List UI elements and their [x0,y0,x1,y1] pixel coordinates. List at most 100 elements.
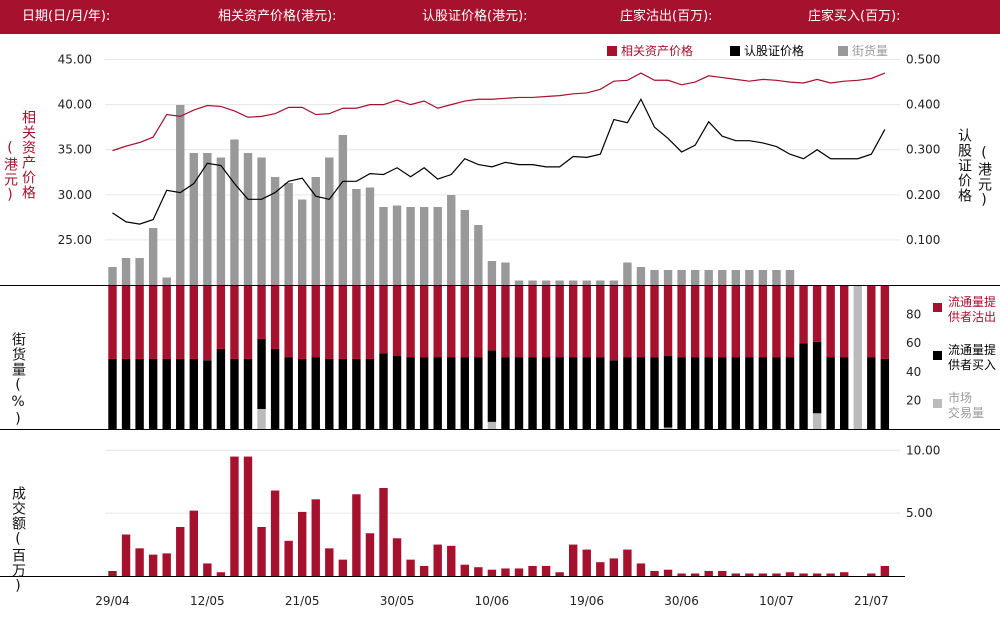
liquidity-buy-bar [555,357,564,429]
outstanding-bar [243,153,253,285]
header-underlying-label: 相关资产价格(港元): [218,9,337,24]
legend-swatch-warrant [730,46,740,56]
volume-bar [880,565,890,576]
volume-bar [419,565,429,576]
liquidity-sell-bar [298,286,307,359]
liquidity-buy-bar [338,358,348,429]
liquidity-sell-bar [243,286,253,359]
outstanding-bar [596,280,605,285]
stacked-bars [108,286,890,429]
volume-bar [582,549,591,576]
left-tick-label: 25.00 [58,233,92,247]
liquidity-buy-bar [108,358,117,429]
liquidity-sell-bar [609,286,619,361]
outstanding-bar [514,280,524,285]
liquidity-sell-bar [677,286,686,358]
left-axis-unit: (港元) [2,140,18,204]
outstanding-axis-label: 街货量(%) [10,332,26,428]
volume-bars [108,456,890,576]
outstanding-bar [718,270,727,285]
volume-bar [460,564,469,576]
liquidity-sell-bar [840,286,849,358]
volume-bar [230,456,239,576]
liquidity-sell-bar [650,286,659,358]
right-axis-unit: (港元) [976,145,992,209]
volume-bar [203,563,212,576]
liquidity-buy-bar [541,357,551,429]
outstanding-bar [690,270,700,285]
liquidity-sell-bar [582,286,591,358]
liquidity-buy-bar [189,358,198,429]
volume-bar [447,545,456,576]
liquidity-sell-bar [379,286,388,354]
liquidity-buy-bar [840,357,849,429]
outstanding-bar [392,205,402,285]
legend-market-line1: 市场 [948,390,972,405]
volume-bar [704,570,713,576]
liquidity-buy-bar [379,353,388,429]
liquidity-buy-bar [826,357,835,429]
outstanding-bar [284,183,293,285]
liquidity-sell-bar [690,286,700,358]
volume-bar [731,573,740,576]
liquidity-buy-bar [284,357,293,429]
legend-swatch-buy [933,351,942,360]
liquidity-sell-bar [731,286,740,358]
outstanding-bar [460,210,469,285]
liquidity-sell-bar [447,286,456,358]
volume-bar [555,572,564,576]
liquidity-buy-bar [257,338,266,409]
liquidity-buy-bar [298,358,307,429]
liquidity-sell-bar [704,286,713,358]
volume-bar [799,573,808,576]
liquidity-sell-bar [325,286,334,359]
liquidity-sell-bar [338,286,348,359]
liquidity-buy-bar [325,358,334,429]
liquidity-buy-bar [243,358,253,429]
volume-bar [365,533,375,576]
outstanding-bar [216,157,226,285]
outstanding-bar [623,262,632,285]
volume-bar [677,573,686,576]
header-date-label: 日期(日/月/年): [22,9,111,24]
volume-bar [501,568,510,576]
volume-bar [392,538,402,576]
outstanding-bar [176,105,185,285]
outstanding-bar [338,135,348,285]
liquidity-sell-bar [826,286,835,358]
volume-bar [162,553,171,576]
liquidity-sell-bar [352,286,361,359]
outstanding-bar [474,225,483,285]
outstanding-bar [270,177,280,285]
outstanding-bar [121,258,131,285]
liquidity-sell-bar [108,286,117,359]
volume-bar [514,568,524,576]
volume-bar [636,563,646,576]
volume-bar [623,549,632,576]
liquidity-sell-bar [487,286,497,351]
volume-bar [311,499,320,576]
legend-sell-line2: 供者沽出 [948,310,996,324]
liquidity-buy-bar [609,360,619,429]
outstanding-bar [731,270,740,285]
warrant-price-line [112,97,886,225]
right-tick-label: 0.400 [906,98,940,112]
outstanding-bar [230,139,239,285]
volume-bar [474,567,483,576]
liquidity-sell-bar [758,286,768,358]
market-volume-bar [812,413,822,429]
liquidity-buy-bar [460,357,469,429]
outstanding-bar [582,280,591,285]
outstanding-bar [311,177,320,285]
legend-sell-line1: 流通量提 [948,294,996,309]
liquidity-buy-bar [718,357,727,429]
liquidity-sell-bar [189,286,198,359]
liquidity-buy-bar [406,357,415,429]
outstanding-bar [433,207,442,285]
liquidity-sell-bar [541,286,551,358]
outstanding-bar [108,267,117,285]
outstanding-bar [352,189,361,285]
liquidity-buy-bar [812,341,822,414]
outstanding-bar [257,157,266,285]
liquidity-buy-bar [135,358,144,429]
